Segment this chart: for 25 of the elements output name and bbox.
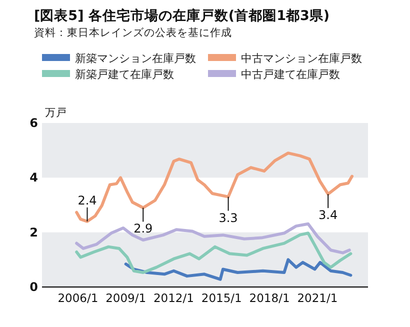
y-tick-label: 6 <box>30 116 38 130</box>
annotation: 2.4 <box>78 193 97 208</box>
y-tick-label: 4 <box>30 170 38 185</box>
annotation: 3.3 <box>218 210 238 225</box>
line-series <box>75 232 352 274</box>
line-series <box>124 258 352 281</box>
y-tick-label: 2 <box>30 225 38 240</box>
chart-title: [図表5] 各住宅市場の在庫戸数(首都圏1都3県) <box>34 7 330 24</box>
line-series <box>75 222 351 254</box>
y-axis-title: 万戸 <box>45 107 67 119</box>
legend-label: 中古戸建て在庫戸数 <box>241 68 340 81</box>
legend-label: 新築戸建て在庫戸数 <box>75 68 174 81</box>
x-tick-label: 2015/1 <box>201 291 242 305</box>
x-tick-label: 2018/1 <box>249 291 290 305</box>
y-tick-label: 0 <box>30 280 38 294</box>
annotation: 3.4 <box>318 208 338 222</box>
annotation: 2.9 <box>134 222 153 236</box>
legend-label: 新築マンション在庫戸数 <box>75 52 196 65</box>
x-tick-label: 2006/1 <box>58 291 98 305</box>
x-tick-label: 2021/1 <box>297 291 338 305</box>
x-tick-label: 2012/1 <box>153 291 194 305</box>
line-series <box>75 152 354 223</box>
x-tick-label: 2009/1 <box>106 291 146 305</box>
legend-label: 中古マンション在庫戸数 <box>241 52 362 65</box>
text: 資料：東日本レインズの公表を基に作成 <box>34 26 232 39</box>
